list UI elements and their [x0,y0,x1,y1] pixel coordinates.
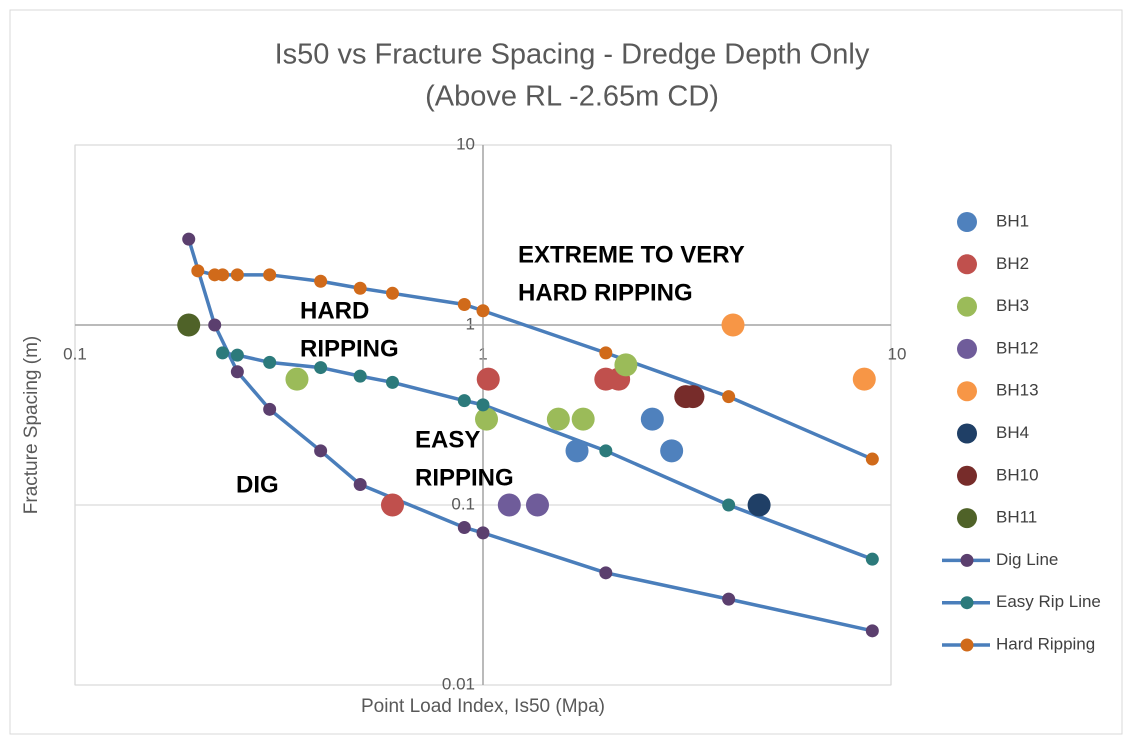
line-marker [385,286,399,300]
line-marker [599,444,613,458]
y-axis-label: Fracture Spacing (m) [21,336,42,514]
y-tick-label: 0.01 [442,674,475,693]
line-marker [599,346,613,360]
legend-marker [957,508,977,529]
line-marker [457,394,471,408]
x-tick-label: 10 [888,344,907,363]
line-marker [230,348,244,362]
legend-marker [957,338,977,359]
legend-label: Dig Line [996,550,1058,569]
scatter-point [640,407,664,431]
scatter-point [497,493,521,517]
scatter-point [475,407,499,431]
line-marker [263,268,277,282]
x-tick-label: 0.1 [63,344,87,363]
legend-marker [957,254,977,275]
chart-border [9,9,1123,735]
annotation: RIPPING [300,335,399,362]
scatter-point [852,367,876,391]
legend-marker [957,296,977,317]
legend-label: BH13 [996,381,1039,400]
legend-marker [957,423,977,444]
line-marker [476,398,490,412]
line-marker [722,390,736,404]
legend-marker [960,638,974,652]
annotation: RIPPING [415,464,514,491]
line-marker [476,304,490,318]
annotation: DIG [236,471,279,498]
legend-label: Hard Ripping [996,634,1095,653]
legend-label: BH1 [996,211,1029,230]
line-marker [865,624,879,638]
legend-marker [957,465,977,486]
line-marker [314,444,328,458]
scatter-point [177,313,201,337]
line-marker [385,375,399,389]
annotation: EASY [415,426,480,453]
scatter-point [681,385,705,409]
annotation: HARD RIPPING [518,279,693,306]
line-marker [865,452,879,466]
line-marker [353,281,367,295]
line-marker [230,365,244,379]
legend-label: BH11 [996,508,1037,527]
scatter-point [571,407,595,431]
annotation: HARD [300,297,369,324]
legend-label: BH10 [996,465,1039,484]
scatter-point [660,439,684,463]
line-marker [599,566,613,580]
legend-label: BH12 [996,338,1039,357]
line-marker [353,477,367,491]
line-marker [722,592,736,606]
legend-marker [957,212,977,232]
y-tick-label: 1 [466,314,475,333]
scatter-point [380,493,404,517]
scatter-point [285,367,309,391]
scatter-point [747,493,771,517]
legend-marker [960,596,974,610]
line-marker [182,232,196,246]
legend-marker [957,381,977,402]
line-marker [722,498,736,512]
line-marker [476,526,490,540]
annotation: EXTREME TO VERY [518,241,745,268]
scatter-point [721,313,745,337]
line-marker [353,369,367,383]
scatter-point [614,353,638,377]
line-marker [457,297,471,311]
line-marker [263,355,277,369]
line-marker [191,264,205,278]
legend-label: BH4 [996,423,1029,442]
chart-subtitle: (Above RL -2.65m CD) [425,81,719,113]
line-marker [216,346,230,360]
y-tick-label: 0.1 [451,494,475,513]
line-marker [865,552,879,566]
y-tick-label: 10 [456,134,475,153]
legend-label: BH2 [996,254,1029,273]
x-axis-label: Point Load Index, Is50 (Mpa) [361,696,605,717]
line-marker [457,520,471,534]
legend-label: Easy Rip Line [996,592,1101,611]
line-marker [314,274,328,288]
line-marker [208,318,222,332]
legend-label: BH3 [996,296,1029,315]
scatter-point [565,439,589,463]
scatter-point [476,367,500,391]
line-marker [230,268,244,282]
line-marker [314,361,328,375]
scatter-point [546,407,570,431]
line-marker [263,402,277,416]
line-marker [216,268,230,282]
legend-marker [960,553,974,567]
chart-title: Is50 vs Fracture Spacing - Dredge Depth … [275,39,870,71]
scatter-point [525,493,549,517]
